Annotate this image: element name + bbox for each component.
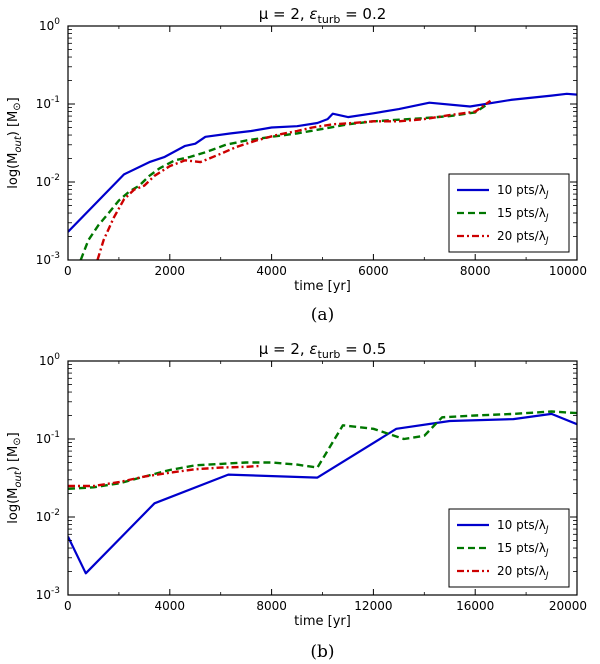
- x-tick-label: 6000: [358, 264, 389, 278]
- y-axis-label: log(Mout) [M⊙]: [6, 97, 24, 188]
- text-part: 20 pts/λ: [497, 229, 546, 243]
- text-part: 10: [36, 510, 51, 524]
- y-tick-label: 10-1: [36, 430, 60, 446]
- x-tick-label: 20000: [549, 599, 587, 613]
- text-part: -1: [51, 430, 60, 440]
- chart-title: μ = 2, εturb = 0.2: [259, 5, 387, 26]
- text-part: ]: [6, 432, 21, 437]
- series-line-1: [68, 92, 577, 233]
- x-axis-label: time [yr]: [294, 614, 351, 629]
- legend-label-1: 10 pts/λJ: [497, 183, 549, 200]
- text-part: 10 pts/λ: [497, 518, 546, 532]
- y-tick-label: 10-3: [36, 586, 60, 602]
- series-line-1: [68, 412, 577, 575]
- text-part: 15 pts/λ: [497, 541, 546, 555]
- y-tick-label: 10-2: [36, 173, 60, 189]
- text-part: -2: [51, 508, 60, 518]
- y-axis-label: log(Mout) [M⊙]: [6, 432, 24, 523]
- series-line-3: [96, 99, 492, 260]
- x-tick-label: 12000: [354, 599, 392, 613]
- legend-label-2: 15 pts/λJ: [497, 541, 549, 558]
- x-axis-label: time [yr]: [294, 279, 351, 294]
- legend-label-3: 20 pts/λJ: [497, 229, 549, 246]
- figure-caption: (b): [310, 642, 334, 662]
- text-part: turb: [318, 13, 341, 26]
- x-tick-label: 4000: [256, 264, 287, 278]
- text-part: 10: [36, 253, 51, 267]
- legend-label-3: 20 pts/λJ: [497, 564, 549, 581]
- figure-caption: (a): [311, 305, 334, 325]
- text-part: ]: [6, 97, 21, 102]
- text-part: -3: [51, 251, 60, 261]
- text-part: ⊙: [12, 437, 23, 445]
- y-tick-label: 10-3: [36, 251, 60, 267]
- series-line-2: [79, 102, 489, 260]
- text-part: J: [544, 190, 549, 200]
- series-line-3: [68, 464, 259, 488]
- text-part: μ = 2,: [259, 340, 310, 358]
- text-part: 10: [36, 432, 51, 446]
- x-tick-label: 10000: [549, 264, 587, 278]
- y-tick-label: 100: [39, 352, 60, 368]
- legend-label-2: 15 pts/λJ: [497, 206, 549, 223]
- text-part: J: [544, 548, 549, 558]
- text-part: = 0.2: [340, 5, 386, 23]
- text-part: -1: [51, 95, 60, 105]
- x-tick-label: 16000: [456, 599, 494, 613]
- x-tick-label: 8000: [460, 264, 491, 278]
- text-part: μ = 2,: [259, 5, 310, 23]
- text-part: ) [M: [6, 446, 21, 472]
- text-part: 15 pts/λ: [497, 206, 546, 220]
- text-part: J: [544, 236, 549, 246]
- text-part: 10 pts/λ: [497, 183, 546, 197]
- text-part: turb: [318, 348, 341, 361]
- text-part: 10: [36, 97, 51, 111]
- x-tick-label: 2000: [155, 264, 186, 278]
- text-part: = 0.5: [340, 340, 386, 358]
- text-part: ) [M: [6, 111, 21, 137]
- x-tick-label: 4000: [155, 599, 186, 613]
- text-part: 10: [39, 19, 54, 33]
- x-tick-label: 0: [64, 599, 72, 613]
- text-part: J: [544, 571, 549, 581]
- text-part: 20 pts/λ: [497, 564, 546, 578]
- x-tick-label: 8000: [256, 599, 287, 613]
- chart-title: μ = 2, εturb = 0.5: [259, 340, 387, 361]
- x-tick-label: 0: [64, 264, 72, 278]
- y-tick-label: 10-1: [36, 95, 60, 111]
- text-part: J: [544, 213, 549, 223]
- text-part: log(M: [6, 153, 21, 189]
- y-tick-label: 10-2: [36, 508, 60, 524]
- text-part: out: [13, 135, 24, 152]
- legend-label-1: 10 pts/λJ: [497, 518, 549, 535]
- text-part: 0: [54, 352, 60, 362]
- text-part: 0: [54, 17, 60, 27]
- text-part: log(M: [6, 488, 21, 524]
- text-part: 10: [36, 175, 51, 189]
- text-part: ε: [309, 340, 317, 358]
- text-part: out: [13, 470, 24, 487]
- text-part: J: [544, 525, 549, 535]
- text-part: ⊙: [12, 102, 23, 110]
- text-part: 10: [36, 588, 51, 602]
- text-part: 10: [39, 354, 54, 368]
- text-part: -3: [51, 586, 60, 596]
- text-part: ε: [309, 5, 317, 23]
- text-part: -2: [51, 173, 60, 183]
- y-tick-label: 100: [39, 17, 60, 33]
